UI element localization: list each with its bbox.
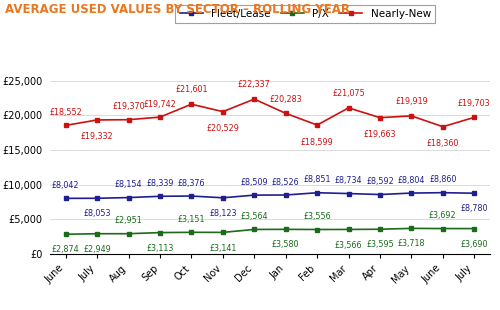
Line: Nearly-New: Nearly-New: [64, 97, 476, 129]
P/X: [472, 227, 478, 230]
Text: £20,529: £20,529: [206, 124, 240, 133]
Fleet/Lease: [188, 194, 194, 198]
P/X: [220, 231, 226, 234]
P/X: [282, 228, 288, 231]
Text: £19,663: £19,663: [364, 130, 396, 139]
Text: £3,566: £3,566: [335, 241, 362, 250]
Text: £3,692: £3,692: [429, 211, 456, 220]
Nearly-New: [220, 110, 226, 113]
Text: £19,332: £19,332: [81, 132, 114, 141]
Text: £3,580: £3,580: [272, 241, 299, 250]
Text: £8,123: £8,123: [209, 209, 236, 218]
Nearly-New: [126, 118, 132, 122]
Nearly-New: [377, 116, 383, 120]
Text: £20,283: £20,283: [270, 95, 302, 104]
Text: £3,113: £3,113: [146, 244, 174, 253]
Text: £18,599: £18,599: [301, 138, 334, 147]
Text: £8,780: £8,780: [460, 204, 488, 213]
Nearly-New: [252, 97, 258, 101]
Nearly-New: [94, 118, 100, 122]
Fleet/Lease: [408, 191, 414, 195]
Text: £8,851: £8,851: [304, 175, 331, 184]
Fleet/Lease: [472, 191, 478, 195]
Fleet/Lease: [346, 192, 352, 195]
Nearly-New: [346, 106, 352, 110]
Nearly-New: [188, 102, 194, 106]
Nearly-New: [62, 123, 68, 127]
Text: £3,690: £3,690: [460, 240, 488, 249]
Text: £8,592: £8,592: [366, 177, 394, 186]
Fleet/Lease: [314, 191, 320, 195]
Fleet/Lease: [282, 193, 288, 197]
Text: £8,042: £8,042: [52, 181, 80, 190]
Text: £2,949: £2,949: [84, 245, 111, 254]
Line: P/X: P/X: [64, 226, 476, 237]
Fleet/Lease: [62, 197, 68, 200]
Text: £2,951: £2,951: [114, 216, 142, 225]
Text: £3,556: £3,556: [304, 212, 331, 221]
Text: £8,509: £8,509: [240, 178, 268, 187]
Text: £8,526: £8,526: [272, 178, 299, 187]
P/X: [126, 232, 132, 236]
Text: £18,360: £18,360: [426, 139, 459, 148]
P/X: [314, 228, 320, 231]
Fleet/Lease: [157, 194, 163, 198]
Fleet/Lease: [220, 196, 226, 200]
Fleet/Lease: [252, 193, 258, 197]
P/X: [62, 232, 68, 236]
Text: £21,075: £21,075: [332, 89, 365, 98]
Text: £8,734: £8,734: [335, 176, 362, 185]
Fleet/Lease: [94, 197, 100, 200]
Text: £3,564: £3,564: [240, 212, 268, 221]
P/X: [252, 228, 258, 231]
Text: £3,718: £3,718: [398, 240, 425, 249]
Text: £3,595: £3,595: [366, 240, 394, 249]
Text: £22,337: £22,337: [238, 80, 270, 89]
P/X: [157, 231, 163, 234]
Text: £3,141: £3,141: [209, 243, 236, 253]
Nearly-New: [314, 123, 320, 127]
Text: £8,804: £8,804: [398, 176, 425, 185]
Text: £8,376: £8,376: [178, 179, 205, 188]
Text: AVERAGE USED VALUES BY SECTOR – ROLLING YEAR: AVERAGE USED VALUES BY SECTOR – ROLLING …: [5, 3, 350, 16]
Text: £19,703: £19,703: [458, 99, 490, 108]
Fleet/Lease: [377, 193, 383, 197]
Text: £3,151: £3,151: [178, 215, 205, 224]
P/X: [377, 227, 383, 231]
Fleet/Lease: [440, 191, 446, 195]
Nearly-New: [408, 114, 414, 118]
Text: £2,874: £2,874: [52, 245, 80, 254]
P/X: [408, 227, 414, 230]
Nearly-New: [472, 116, 478, 119]
Text: £19,370: £19,370: [112, 102, 145, 111]
Fleet/Lease: [126, 196, 132, 199]
Text: £21,601: £21,601: [175, 86, 208, 95]
Text: £8,860: £8,860: [429, 175, 456, 184]
Text: £18,552: £18,552: [50, 108, 82, 117]
Line: Fleet/Lease: Fleet/Lease: [64, 190, 476, 201]
Text: £8,339: £8,339: [146, 179, 174, 188]
P/X: [188, 230, 194, 234]
Nearly-New: [282, 112, 288, 115]
Text: £19,742: £19,742: [144, 100, 176, 109]
Text: £8,053: £8,053: [84, 209, 111, 218]
Nearly-New: [440, 125, 446, 129]
Legend: Fleet/Lease, P/X, Nearly-New: Fleet/Lease, P/X, Nearly-New: [176, 5, 435, 23]
Text: £19,919: £19,919: [395, 97, 428, 106]
P/X: [94, 232, 100, 236]
Text: £8,154: £8,154: [115, 180, 142, 189]
P/X: [346, 228, 352, 231]
Nearly-New: [157, 115, 163, 119]
P/X: [440, 227, 446, 230]
